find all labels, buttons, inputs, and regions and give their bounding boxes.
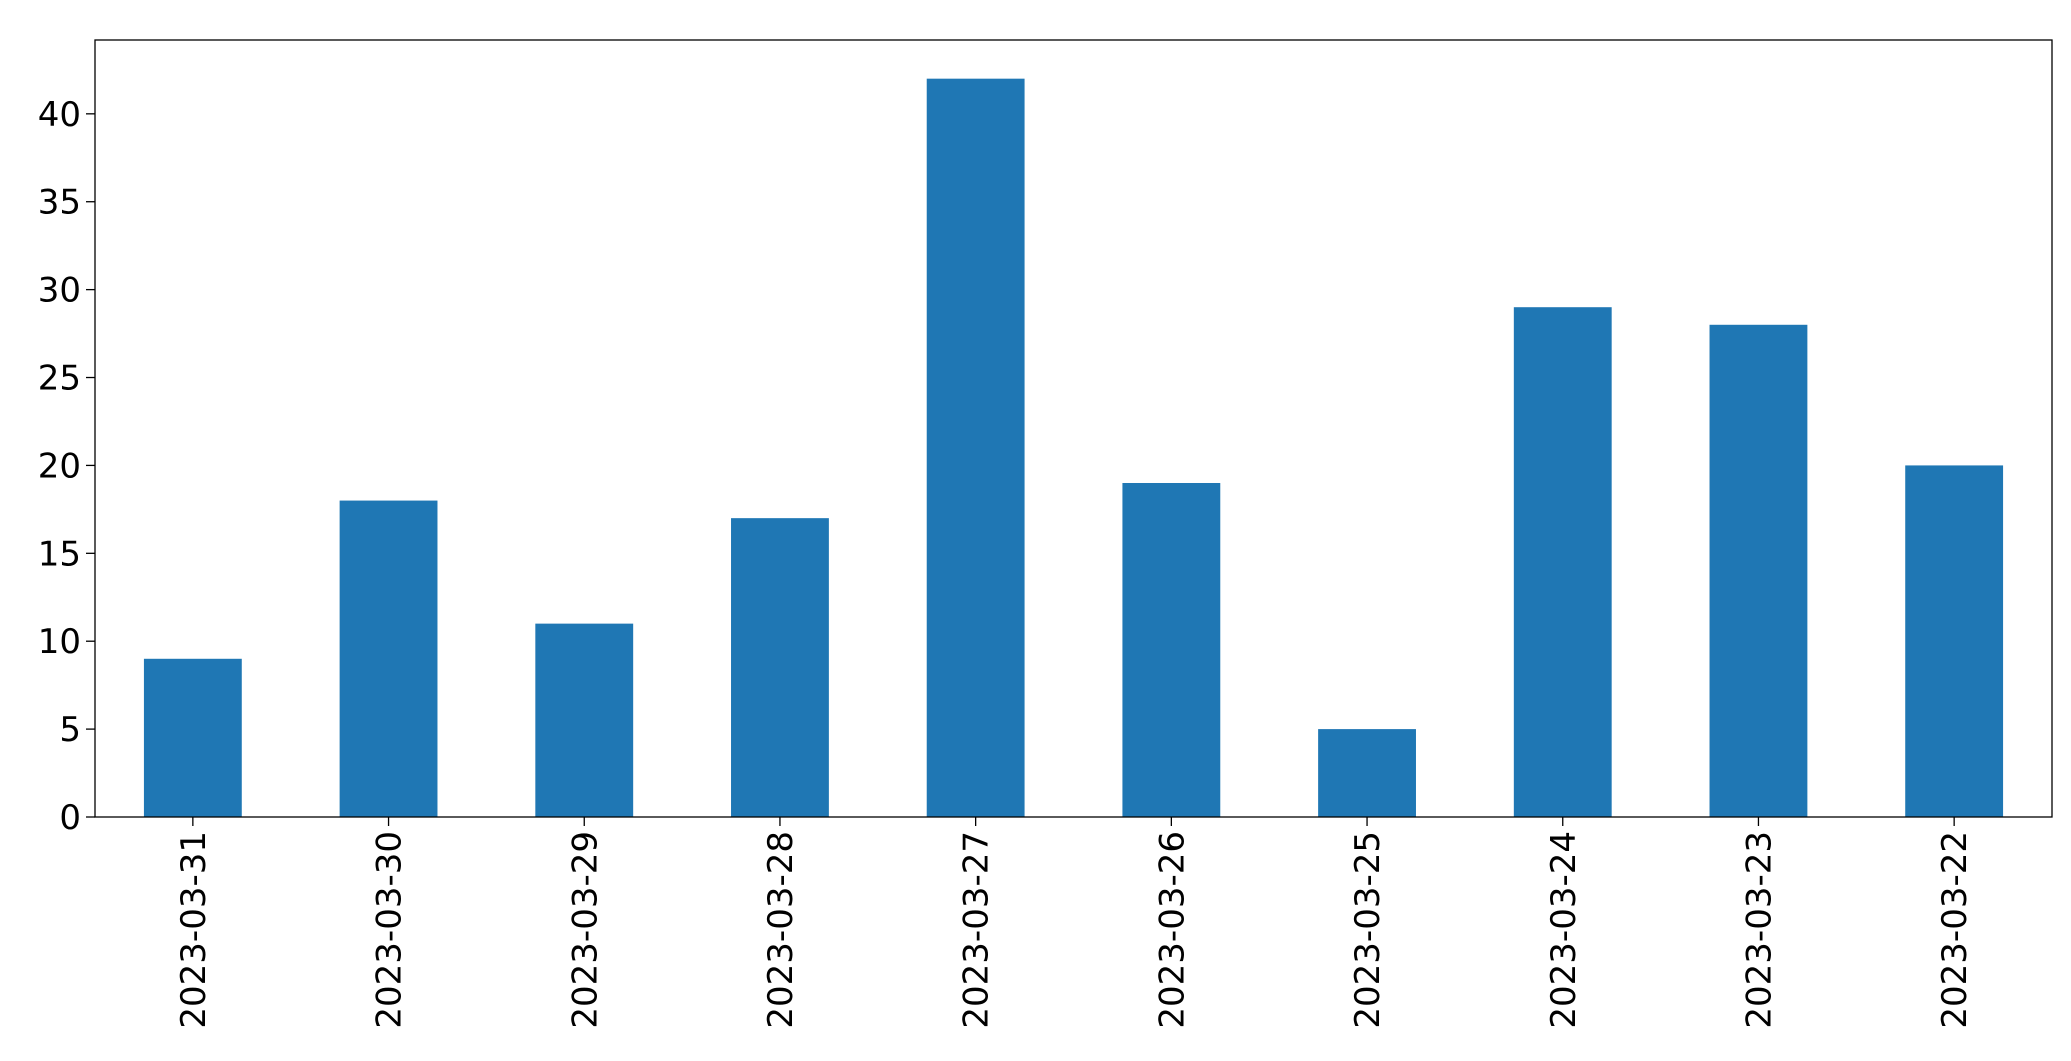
y-tick-label: 0	[59, 798, 81, 838]
x-tick-label: 2023-03-30	[370, 831, 410, 1029]
y-tick-label: 25	[38, 359, 81, 399]
x-tick-label: 2023-03-26	[1152, 831, 1192, 1029]
bar	[535, 623, 634, 817]
x-tick-label: 2023-03-27	[957, 831, 997, 1029]
x-tick-label: 2023-03-29	[565, 831, 605, 1029]
bar	[926, 78, 1025, 818]
x-tick-label: 2023-03-28	[761, 831, 801, 1029]
x-tick-label: 2023-03-22	[1935, 831, 1975, 1029]
y-tick-label: 40	[38, 95, 81, 135]
bar	[731, 518, 829, 817]
bar	[1513, 307, 1612, 817]
x-tick-label: 2023-03-24	[1544, 831, 1584, 1029]
x-tick-label: 2023-03-25	[1348, 831, 1388, 1029]
plot-frame	[94, 39, 2053, 818]
bar	[1709, 324, 1808, 817]
bar	[1318, 729, 1416, 817]
bar	[143, 658, 242, 817]
y-tick-label: 35	[38, 183, 81, 223]
x-tick-label: 2023-03-31	[174, 831, 214, 1029]
x-tick-label: 2023-03-23	[1739, 831, 1779, 1029]
bar	[1905, 465, 2004, 817]
bar	[339, 500, 438, 817]
bar	[1122, 482, 1221, 817]
y-tick-label: 20	[38, 446, 81, 486]
y-tick-label: 30	[38, 271, 81, 311]
y-tick-label: 10	[38, 622, 81, 662]
y-tick-label: 5	[59, 710, 81, 750]
y-tick-label: 15	[38, 534, 81, 574]
